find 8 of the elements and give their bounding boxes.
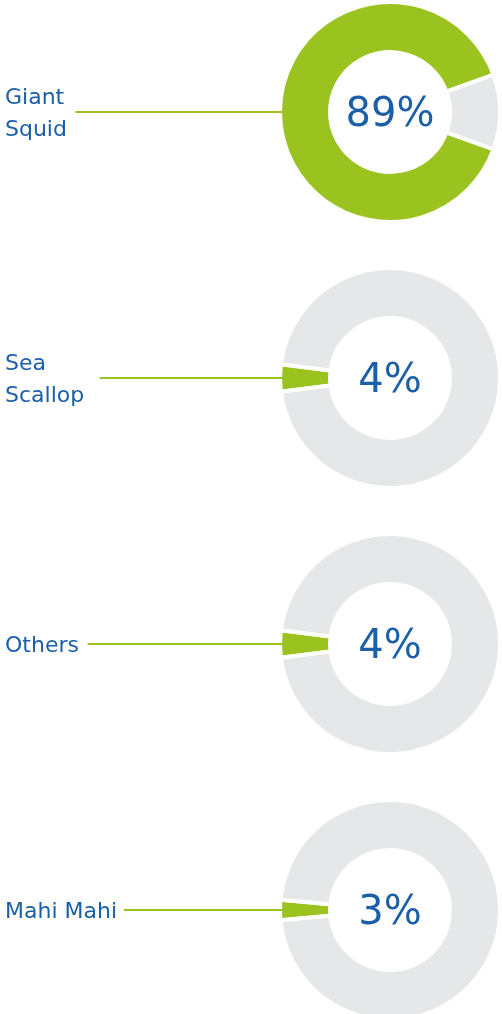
slice-label: Giant Squid — [5, 84, 67, 141]
data-label: 89% — [345, 89, 435, 135]
slice-label: Mahi Mahi — [5, 898, 118, 923]
data-label: 3% — [358, 887, 422, 933]
slice-label: Sea Scallop — [5, 350, 85, 407]
data-label: 4% — [358, 621, 422, 667]
data-label: 4% — [358, 355, 422, 401]
slice-label: Others — [5, 632, 79, 657]
